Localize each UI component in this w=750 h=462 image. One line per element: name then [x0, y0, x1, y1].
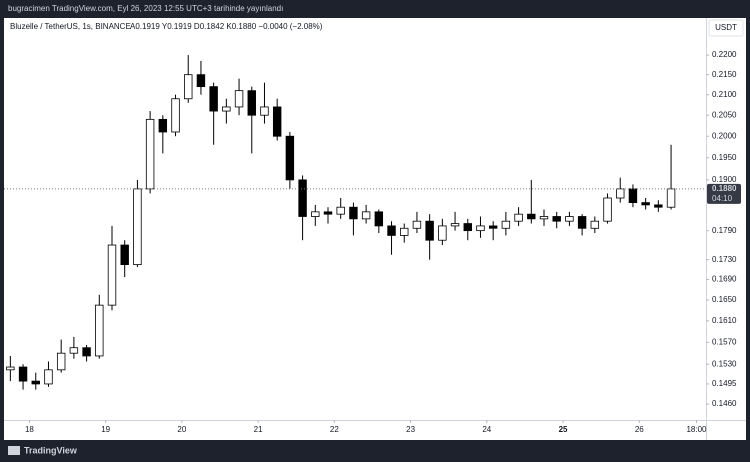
candle-body [120, 244, 129, 266]
y-tick-label: 0.1650 [712, 295, 737, 304]
candle-body [145, 118, 155, 190]
y-tick-label: 0.2150 [712, 70, 737, 79]
brand-logo [8, 446, 20, 455]
x-tick-label: 18 [25, 425, 34, 434]
candle-body [425, 220, 434, 241]
y-tick-label: 0.1530 [712, 359, 737, 368]
candle-body [552, 216, 561, 222]
candle-body [349, 206, 358, 220]
candle-body [590, 220, 600, 229]
x-tick-label: 19 [101, 425, 110, 434]
candle-body [56, 352, 66, 371]
candle-body [616, 188, 625, 199]
brand: TradingView [8, 445, 78, 455]
candle-body [272, 106, 282, 137]
candle-body [450, 223, 460, 227]
candle-body [247, 90, 256, 116]
ohlc-summary: A0.1919 Y0.1919 D0.1842 K0.1880 −0.0040 … [130, 22, 323, 31]
candle-body [285, 135, 295, 181]
y-tick-label: 0.2000 [712, 131, 737, 140]
candle-body [412, 220, 422, 229]
candle-body [438, 225, 447, 241]
x-tick-label: 20 [177, 425, 186, 434]
candle-body [107, 244, 117, 306]
y-tick-label: 0.1570 [712, 337, 737, 346]
candle-body [577, 216, 587, 229]
chart-panel [4, 18, 746, 440]
candle-body [18, 366, 28, 382]
symbol-title: Bluzelle / TetherUS, 1s, BINANCE [10, 22, 131, 31]
candle-body [641, 202, 650, 206]
last-price-label: 0.1880 [712, 184, 737, 193]
candle-body [488, 225, 498, 229]
last-price-box [707, 183, 741, 204]
candle-body [400, 227, 409, 236]
x-tick-label: 24 [482, 425, 491, 434]
x-tick-label: 22 [330, 425, 339, 434]
candle-body [158, 118, 168, 133]
candle-body [476, 225, 485, 232]
y-tick-label: 0.1730 [712, 255, 737, 264]
candle-body [565, 216, 574, 222]
x-tick-label: 18:00 [686, 425, 707, 434]
y-tick-label: 0.1690 [712, 275, 737, 284]
candle-body [95, 304, 104, 357]
candle-body [44, 369, 53, 385]
candle-body [133, 188, 142, 266]
candle-body [527, 213, 536, 220]
y-tick-label: 0.2100 [712, 90, 737, 99]
candle-body [6, 366, 15, 371]
y-tick-label: 0.1900 [712, 175, 737, 184]
x-tick-label: 23 [406, 425, 415, 434]
candle-body [628, 188, 638, 203]
brand-name: TradingView [24, 445, 78, 455]
candle-body [31, 380, 40, 385]
candle-body [69, 347, 79, 354]
y-tick-label: 0.1950 [712, 153, 737, 162]
candle-body [171, 98, 180, 133]
candle-body [361, 211, 371, 220]
y-tick-label: 0.1495 [712, 379, 737, 388]
y-tick-label: 0.1790 [712, 226, 737, 235]
candle-body [666, 188, 676, 208]
y-tick-label: 0.1610 [712, 316, 737, 325]
candle-body [311, 211, 320, 217]
countdown: 04:10 [712, 194, 733, 203]
candle-body [336, 206, 345, 215]
x-tick-label: 21 [254, 425, 263, 434]
candle-body [539, 216, 549, 220]
candle-body [82, 347, 91, 357]
currency-box[interactable] [708, 19, 744, 37]
candle-body [260, 106, 269, 116]
candle-body [184, 74, 193, 100]
y-tick-label: 0.2050 [712, 110, 737, 119]
candle-body [514, 213, 523, 222]
candle-body [209, 86, 218, 112]
candle-body [196, 74, 206, 88]
y-tick-label: 0.1460 [712, 399, 737, 408]
candle-body [463, 223, 472, 232]
candle-body [298, 179, 307, 217]
candle-body [387, 225, 396, 236]
candle-body [501, 220, 511, 229]
candle-body [323, 211, 333, 215]
candle-body [234, 90, 244, 108]
candle-body [374, 211, 384, 227]
currency: USDT [715, 23, 737, 32]
candle-body [222, 106, 231, 112]
candle-body [654, 204, 663, 208]
candle-body [603, 197, 612, 222]
x-tick-label: 25 [559, 425, 568, 434]
publisher: bugracimen TradingView.com, Eyl 26, 2023… [8, 4, 283, 13]
x-tick-label: 26 [635, 425, 644, 434]
y-tick-label: 0.2200 [712, 50, 737, 59]
